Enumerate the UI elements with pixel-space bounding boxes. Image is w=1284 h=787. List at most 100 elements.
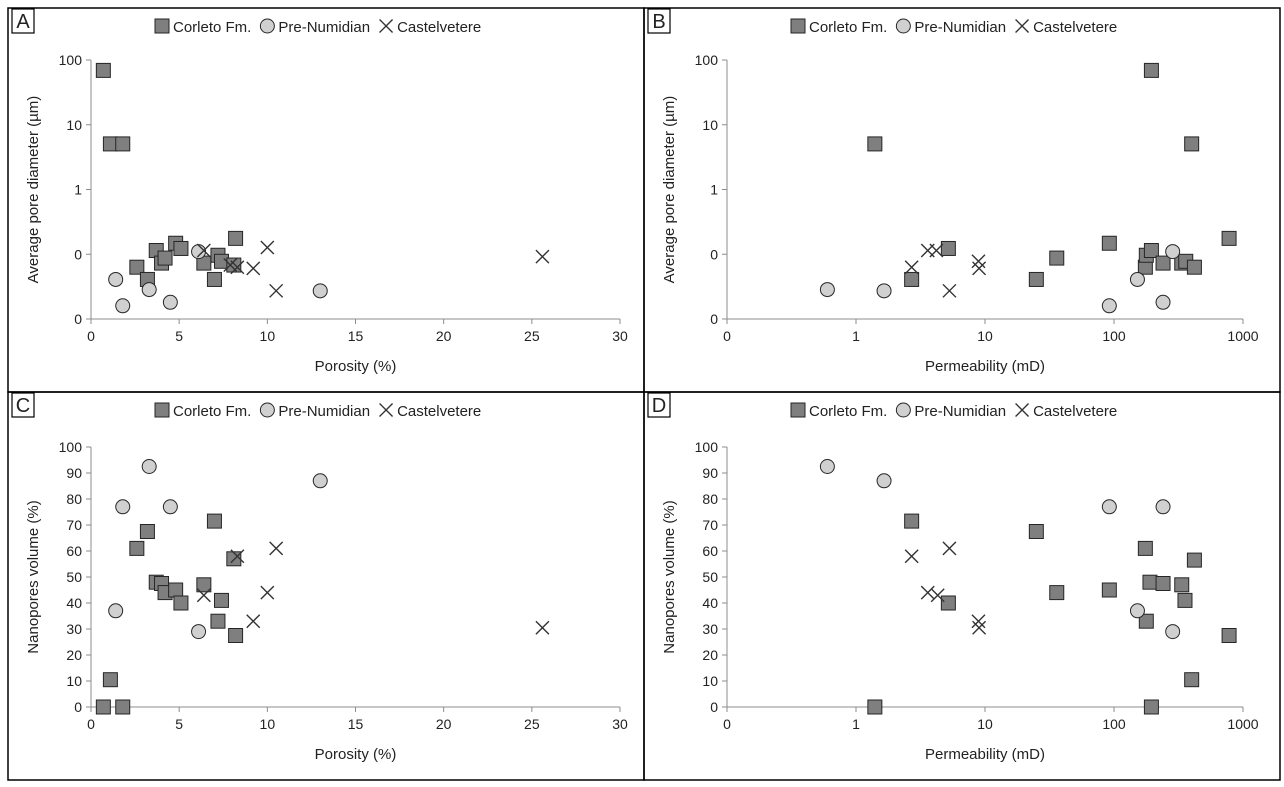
castelvetere-point [904, 260, 919, 275]
castelvetere-point [196, 243, 211, 258]
y-tick-label: 100 [59, 52, 83, 68]
prenumidian-point [1101, 499, 1117, 515]
y-tick-label: 10 [702, 673, 718, 689]
x-axis-title: Permeability (mD) [925, 358, 1045, 375]
legend-prenumidian-marker [895, 18, 911, 34]
castelvetere-point [246, 261, 261, 276]
corleto-point [139, 524, 155, 539]
corleto-point [1221, 230, 1237, 246]
series-castelvetere [904, 243, 987, 298]
panel-label: D [652, 395, 666, 417]
castelvetere-point [196, 588, 211, 603]
corleto-point [1049, 585, 1065, 601]
prenumidian-point [312, 283, 328, 299]
series-corleto [95, 513, 244, 715]
panel-d: D 0 1 10 100 1000 0 10 20 30 40 50 60 70 80 90 100 Permea… [643, 391, 1281, 781]
castelvetere-point [971, 614, 986, 629]
corleto-point [115, 699, 131, 715]
series-castelvetere [196, 240, 550, 298]
corleto-point [226, 257, 242, 273]
x-tick-label: 30 [612, 328, 628, 344]
prenumidian-point [876, 473, 892, 489]
legend: Corleto Fm. Pre-Numidian Castelvetere [154, 402, 481, 420]
prenumidian-point [1165, 624, 1181, 640]
corleto-point [173, 240, 189, 256]
x-tick-label: 1000 [1227, 716, 1258, 732]
corleto-point [940, 240, 956, 256]
series-prenumidian [108, 459, 328, 640]
y-tick-label: 10 [66, 117, 82, 133]
corleto-point [940, 595, 956, 611]
x-tick-label: 20 [436, 716, 452, 732]
corleto-point [168, 582, 184, 598]
castelvetere-point [230, 549, 245, 564]
prenumidian-point [1129, 271, 1145, 287]
castelvetere-point [930, 588, 945, 603]
corleto-point [129, 259, 145, 275]
legend: Corleto Fm. Pre-Numidian Castelvetere [154, 18, 481, 36]
castelvetere-point [535, 620, 550, 635]
y-axis-title: Average pore diameter (µm) [661, 96, 678, 284]
corleto-point [1184, 136, 1200, 152]
legend: Corleto Fm. Pre-Numidian Castelvetere [790, 402, 1117, 420]
y-tick-label: 100 [695, 52, 719, 68]
y-tick-label: 100 [695, 439, 719, 455]
legend-corleto-marker [790, 18, 806, 34]
corleto-point [157, 250, 173, 266]
legend-castelvetere-label: Castelvetere [397, 19, 481, 36]
x-tick-label: 5 [175, 716, 183, 732]
x-tick-label: 1 [852, 716, 860, 732]
x-tick-label: 0 [723, 328, 731, 344]
panel-label-box [11, 392, 35, 418]
legend-prenumidian-label: Pre-Numidian [914, 19, 1006, 36]
y-tick-label: 20 [66, 647, 82, 663]
prenumidian-point [1101, 298, 1117, 314]
castelvetere-point [972, 620, 987, 635]
castelvetere-point [260, 240, 275, 255]
legend-castelvetere-label: Castelvetere [1033, 403, 1117, 420]
panel-frame [643, 7, 1281, 393]
x-tick-label: 20 [436, 328, 452, 344]
y-tick-label: 60 [66, 543, 82, 559]
panel-label-box [647, 8, 671, 34]
y-tick-label: 0 [74, 699, 82, 715]
castelvetere-point [904, 549, 919, 564]
prenumidian-point [1165, 244, 1181, 260]
x-tick-label: 10 [260, 328, 276, 344]
y-axis-title: Average pore diameter (µm) [25, 96, 42, 284]
prenumidian-point [115, 298, 131, 314]
prenumidian-point [312, 473, 328, 489]
x-tick-label: 0 [87, 328, 95, 344]
x-tick-label: 100 [1102, 328, 1126, 344]
panel-label-box [11, 8, 35, 34]
x-axis-title: Permeability (mD) [925, 746, 1045, 763]
corleto-point [95, 699, 111, 715]
panel-c: C 0 5 10 15 20 25 30 0 10 20 30 40 50 60 70 80 90 100 Poros… [7, 391, 645, 781]
series-corleto [867, 62, 1237, 287]
y-tick-label: 40 [702, 595, 718, 611]
y-tick-label: 70 [66, 517, 82, 533]
corleto-point [210, 613, 226, 629]
prenumidian-point [162, 499, 178, 515]
x-tick-label: 5 [175, 328, 183, 344]
corleto-point [206, 271, 222, 287]
x-tick-label: 1000 [1227, 328, 1258, 344]
corleto-point [1143, 62, 1159, 78]
castelvetere-point [269, 541, 284, 556]
prenumidian-point [1155, 499, 1171, 515]
x-tick-label: 15 [348, 328, 364, 344]
corleto-point [1138, 613, 1154, 629]
castelvetere-point [971, 254, 986, 269]
corleto-point [1137, 540, 1153, 556]
castelvetere-point [929, 243, 944, 258]
legend-corleto-label: Corleto Fm. [809, 19, 887, 36]
corleto-point [102, 672, 118, 688]
legend-prenumidian-label: Pre-Numidian [914, 403, 1006, 420]
x-tick-label: 0 [87, 716, 95, 732]
y-tick-label: 0 [710, 699, 718, 715]
corleto-point [1142, 574, 1158, 590]
panel-frame [643, 391, 1281, 781]
corleto-point [1174, 577, 1190, 593]
